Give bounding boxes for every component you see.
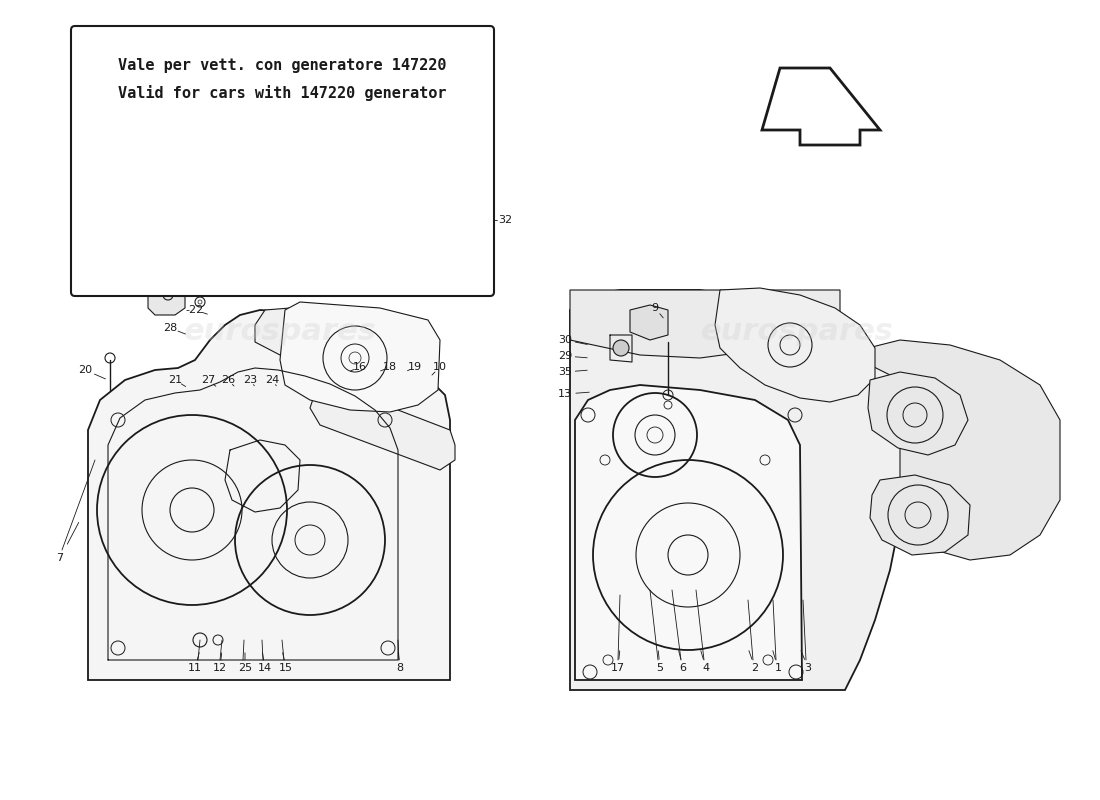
Bar [192,240,210,268]
Text: 23: 23 [243,375,257,385]
Text: 13: 13 [558,389,572,399]
Text: 12: 12 [213,663,227,673]
Text: 34: 34 [81,190,95,200]
Text: 1: 1 [774,663,781,673]
Text: 32: 32 [498,215,513,225]
Text: 34: 34 [75,210,89,220]
Text: 14: 14 [257,663,272,673]
Polygon shape [355,90,490,285]
Text: 34: 34 [81,243,95,253]
Text: 15: 15 [279,663,293,673]
Text: 32: 32 [410,228,425,238]
Text: 17: 17 [610,663,625,673]
Text: 10: 10 [433,362,447,372]
Polygon shape [280,302,440,412]
Polygon shape [575,385,802,680]
Text: 28: 28 [163,323,177,333]
Text: 24: 24 [265,375,279,385]
Text: eurospares: eurospares [184,318,377,346]
Text: 6: 6 [680,663,686,673]
Text: 31: 31 [111,243,125,253]
Text: 3: 3 [804,663,812,673]
Text: 30: 30 [558,335,572,345]
Text: 5: 5 [657,663,663,673]
Polygon shape [88,310,450,680]
Text: 18: 18 [383,362,397,372]
Text: 31: 31 [111,258,125,268]
Text: 2: 2 [751,663,759,673]
Polygon shape [310,380,455,470]
Polygon shape [148,290,185,315]
Polygon shape [570,290,905,690]
Circle shape [613,340,629,356]
Text: 26: 26 [221,375,235,385]
Text: 34: 34 [75,250,89,260]
Text: eurospares: eurospares [701,318,894,346]
Text: 27: 27 [201,375,216,385]
Polygon shape [90,82,108,122]
Text: 7: 7 [56,553,64,563]
Text: 4: 4 [703,663,710,673]
Polygon shape [570,290,840,358]
Text: 20: 20 [78,365,92,375]
Polygon shape [868,372,968,455]
Text: 8: 8 [396,663,404,673]
Text: 33: 33 [192,278,207,288]
Polygon shape [108,78,340,270]
Text: 25: 25 [238,663,252,673]
Text: Vale per vett. con generatore 147220: Vale per vett. con generatore 147220 [119,58,447,73]
Text: 11: 11 [188,663,202,673]
Text: 29: 29 [558,351,572,361]
Polygon shape [715,288,874,402]
Polygon shape [870,475,970,555]
Polygon shape [762,68,880,145]
Text: 21: 21 [168,375,183,385]
Text: 35: 35 [558,367,572,377]
FancyBboxPatch shape [72,26,494,296]
Polygon shape [860,340,1060,560]
Text: 16: 16 [353,362,367,372]
Text: 19: 19 [408,362,422,372]
Text: 33: 33 [188,267,202,277]
Text: -22: -22 [186,305,205,315]
Polygon shape [255,308,420,390]
Polygon shape [630,305,668,340]
Text: 9: 9 [651,303,659,313]
Text: Valid for cars with 147220 generator: Valid for cars with 147220 generator [119,85,447,101]
